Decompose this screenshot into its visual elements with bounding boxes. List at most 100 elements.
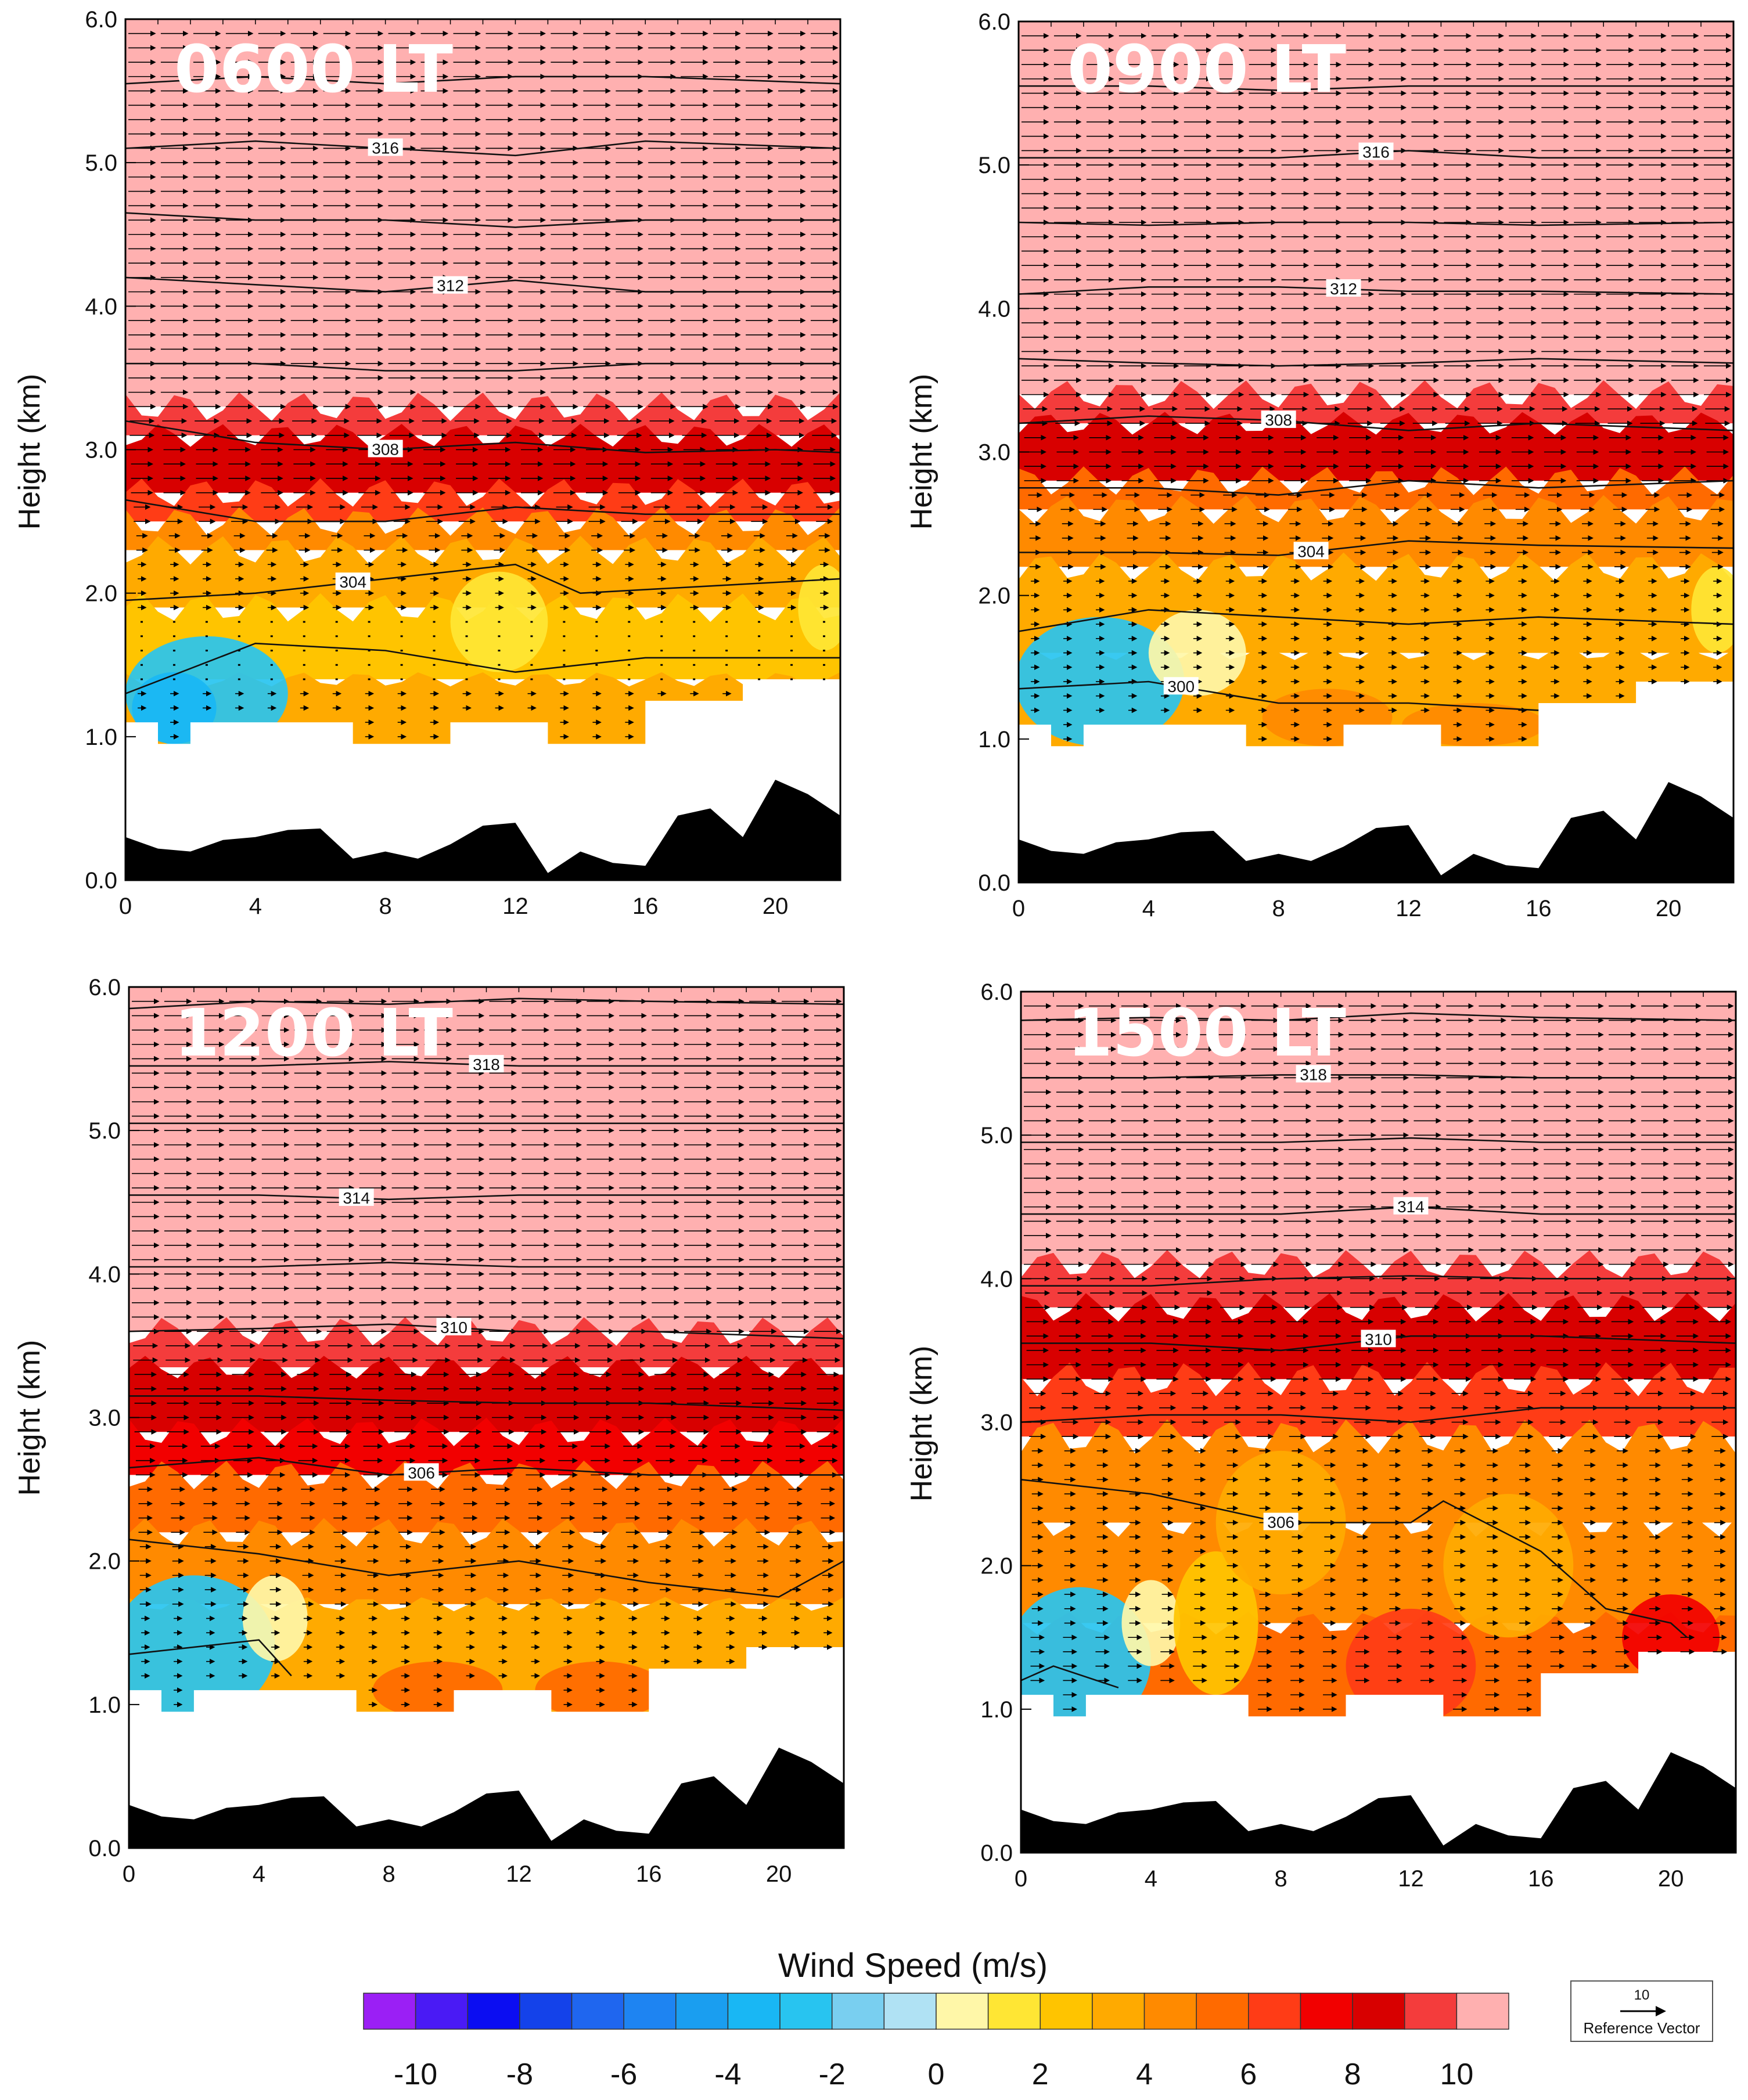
y-tick-label: 2.0 (980, 1554, 1013, 1579)
wind-vector (400, 635, 403, 637)
wind-vector (790, 678, 793, 680)
contour-label: 314 (1397, 1198, 1425, 1216)
theta-contour (1021, 1074, 1736, 1079)
y-tick-label: 0.0 (978, 870, 1010, 896)
x-tick-label: 8 (379, 894, 392, 919)
theta-contour (125, 642, 840, 694)
theta-contour (129, 1457, 844, 1476)
x-tick-label: 0 (123, 1861, 135, 1887)
theta-contour (129, 1539, 844, 1598)
wind-vector (790, 650, 793, 652)
y-tick-label: 1.0 (978, 727, 1010, 752)
wind-vectors (1023, 1003, 1734, 1712)
theta-contour (1021, 1665, 1119, 1689)
contour-label: 308 (1265, 411, 1292, 429)
wind-vector (140, 664, 143, 666)
wind-vector (758, 635, 761, 637)
theta-contour (125, 499, 840, 523)
wind-patch (1021, 1587, 1151, 1731)
wind-vector (725, 650, 728, 652)
wind-vector (530, 621, 533, 623)
colorbar-tick-label: -10 (394, 2058, 437, 2091)
wind-band (125, 19, 840, 407)
y-tick-label: 6.0 (88, 975, 121, 1000)
wind-band (125, 392, 840, 435)
wind-vector (758, 678, 761, 680)
theta-contour (1021, 1012, 1736, 1021)
wind-vector (172, 650, 175, 652)
wind-vector (758, 664, 761, 666)
wind-vector (693, 678, 696, 680)
wind-vector (238, 621, 240, 623)
x-tick-label: 4 (253, 1861, 265, 1887)
contour-label: 308 (372, 441, 399, 459)
terrain (129, 1748, 844, 1848)
wind-vectors (128, 30, 839, 740)
wind-vectors (1021, 33, 1732, 742)
colorbar-swatch (1352, 1993, 1405, 2030)
wind-band (1021, 992, 1736, 1265)
colorbar-swatch (987, 1993, 1041, 2030)
wind-vector (465, 664, 468, 666)
wind-vector (303, 635, 305, 637)
wind-vector (498, 621, 501, 623)
y-axis-label-1500: Height (km) (905, 1346, 938, 1502)
wind-vector (400, 621, 403, 623)
theta-contour (125, 140, 840, 157)
y-tick-label: 6.0 (85, 7, 117, 33)
colorbar-swatch (623, 1993, 677, 2030)
wind-band (125, 535, 840, 608)
contour-label-bg (1261, 410, 1296, 428)
y-tick-label: 2.0 (85, 581, 117, 607)
theta-contour (1019, 150, 1733, 159)
reference-vector-box: 10 Reference Vector (1570, 1980, 1713, 2042)
colorbar-swatch (1092, 1993, 1145, 2030)
theta-contour (1021, 1137, 1736, 1143)
theta-contour (129, 1262, 844, 1268)
wind-vector (660, 650, 663, 652)
theta-contour (1021, 1275, 1736, 1287)
x-tick-label: 20 (1658, 1866, 1684, 1892)
colorbar-swatch (831, 1993, 885, 2030)
wind-vector (660, 635, 663, 637)
contour-label: 310 (1365, 1330, 1392, 1348)
y-tick-label: 2.0 (88, 1549, 121, 1575)
contour-label-bg (339, 1188, 374, 1206)
colorbar-swatch (571, 1993, 624, 2030)
terrain (1021, 1752, 1736, 1853)
wind-band (129, 1317, 844, 1367)
plot-area: 306 310 314 318 (129, 987, 844, 1848)
wind-vector (595, 650, 598, 652)
x-tick-label: 8 (383, 1861, 395, 1887)
wind-vector (530, 664, 533, 666)
wind-patch (798, 564, 840, 651)
theta-contour (1021, 1206, 1736, 1215)
wind-vector (693, 635, 696, 637)
wind-vector (563, 678, 566, 680)
wind-vector (238, 635, 240, 637)
y-tick-label: 6.0 (980, 979, 1013, 1005)
contour-label-bg (368, 138, 403, 156)
x-tick-label: 8 (1272, 896, 1285, 921)
contour-label: 312 (437, 277, 464, 295)
contour-label: 316 (1362, 143, 1390, 161)
wind-vector (628, 621, 631, 623)
y-tick-label: 5.0 (978, 153, 1010, 178)
x-tick-label: 12 (1395, 896, 1422, 921)
x-tick-label: 16 (1528, 1866, 1554, 1892)
contour-label: 316 (372, 139, 399, 157)
reference-vector-value: 10 (1634, 1987, 1650, 2003)
colorbar-tick-label: 4 (1136, 2058, 1153, 2091)
reference-vector-label: Reference Vector (1584, 2019, 1700, 2037)
wind-vector (335, 621, 338, 623)
colorbar-swatch (779, 1993, 833, 2030)
wind-vector (270, 664, 273, 666)
y-tick-label: 1.0 (88, 1692, 121, 1718)
theta-contour (129, 1639, 292, 1677)
theta-contour (1019, 85, 1733, 91)
theta-contour (1019, 480, 1733, 496)
x-tick-label: 12 (502, 894, 528, 919)
colorbar-swatch (519, 1993, 573, 2030)
x-tick-label: 8 (1275, 1866, 1287, 1892)
wind-vectors (131, 998, 842, 1708)
